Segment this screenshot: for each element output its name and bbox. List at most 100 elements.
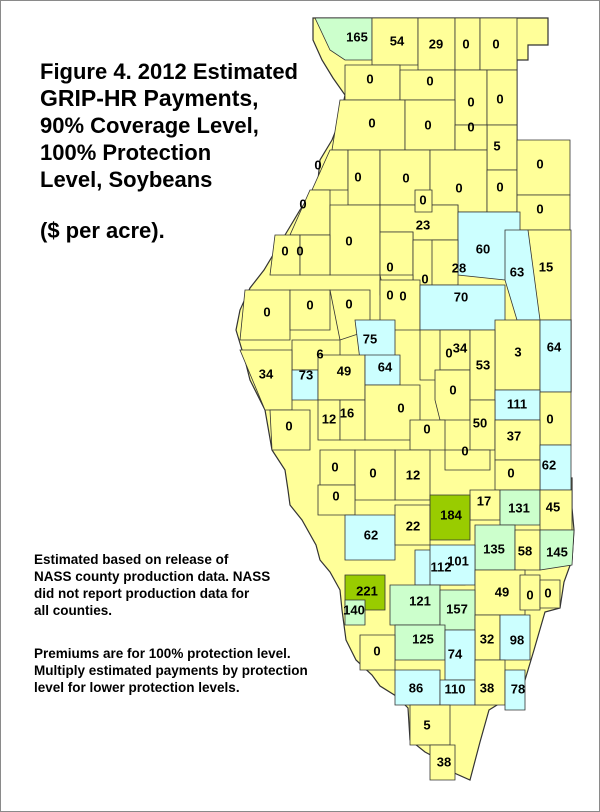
county-region [494,459,541,491]
county-value-label: 17 [477,493,491,508]
county-value-label: 0 [306,297,313,312]
county-value-label: 0 [445,345,452,360]
note1-line-2: NASS county production data. NASS [34,569,271,584]
county-value-label: 0 [467,119,474,134]
county-value-label: 0 [462,36,469,51]
county-layer [239,17,575,781]
county-region [539,319,572,393]
county-value-label: 0 [332,488,339,503]
county-value-label: 157 [446,601,468,616]
county-value-label: 0 [421,271,428,286]
county-value-label: 221 [356,583,378,598]
county-value-label: 50 [473,415,487,430]
county-value-label: 0 [467,94,474,109]
county-value-label: 121 [409,593,431,608]
county-value-label: 64 [378,359,393,374]
county-region [499,614,531,661]
county-value-label: 0 [492,36,499,51]
figure-title: Figure 4. 2012 Estimated GRIP-HR Payment… [40,58,340,193]
county-value-label: 22 [406,518,420,533]
county-value-label: 16 [340,405,354,420]
county-value-label: 0 [496,179,503,194]
county-region [347,149,381,206]
title-line-4: 100% Protection [40,140,212,165]
county-value-label: 53 [476,357,490,372]
county-value-label: 101 [447,553,469,568]
county-value-label: 12 [406,467,420,482]
county-value-label: 112 [431,559,452,574]
county-value-label: 15 [539,259,553,274]
county-value-label: 0 [536,156,543,171]
county-value-label: 0 [455,180,462,195]
county-region [299,234,331,276]
county-value-label: 78 [511,681,525,696]
note2-line-3: level for lower protection levels. [34,680,240,695]
county-value-label: 0 [461,443,468,458]
units-label: ($ per acre). [40,218,165,243]
county-value-label: 0 [419,192,426,207]
county-value-label: 62 [364,527,378,542]
county-region [314,17,373,61]
county-region [269,409,311,451]
note1-line-4: all counties. [34,603,113,618]
county-value-label: 0 [423,421,430,436]
county-value-label: 0 [299,196,306,211]
county-value-label: 0 [368,115,375,130]
county-value-label: 70 [454,289,468,304]
county-value-label: 0 [369,465,376,480]
county-value-label: 0 [546,411,553,426]
county-value-label: 0 [314,157,321,172]
county-value-label: 0 [507,465,514,480]
county-region [329,204,381,276]
county-value-label: 38 [480,680,494,695]
county-value-label: 29 [429,36,443,51]
county-value-label: 45 [546,499,560,514]
county-value-label: 86 [409,680,423,695]
county-value-label: 111 [507,396,527,411]
county-value-label: 0 [526,587,533,602]
county-value-label: 73 [299,367,313,382]
title-line-5: Level, Soybeans [40,167,213,192]
county-value-label: 62 [542,457,556,472]
county-region [519,574,541,611]
county-value-label: 34 [453,340,468,355]
county-region [414,189,433,213]
county-value-label: 140 [343,602,365,617]
title-line-3: 90% Coverage Level, [40,113,259,138]
county-value-label: 58 [518,543,532,558]
county-value-label: 5 [423,717,430,732]
county-value-label: 0 [424,117,431,132]
county-value-label: 38 [437,754,451,769]
note2-line-1: Premiums are for 100% protection level. [34,646,291,661]
county-value-label: 49 [337,363,351,378]
county-value-label: 0 [373,643,380,658]
county-value-label: 0 [386,287,393,302]
county-value-label: 0 [366,71,373,86]
county-value-label: 0 [536,201,543,216]
county-value-label: 110 [445,681,466,696]
county-value-label: 165 [346,29,368,44]
county-region [429,494,471,541]
note-production-data: Estimated based on release of NASS count… [34,551,324,619]
county-value-label: 0 [281,243,288,258]
county-value-label: 60 [476,241,490,256]
county-value-label: 0 [496,91,503,106]
county-value-label: 75 [363,331,377,346]
county-region [539,579,561,609]
county-value-label: 6 [316,346,323,361]
county-value-label: 0 [345,296,352,311]
county-region [289,189,331,236]
county-value-label: 12 [322,411,336,426]
note1-line-1: Estimated based on release of [34,552,229,567]
county-value-label: 135 [483,541,505,556]
county-value-label: 0 [331,459,338,474]
county-region [344,514,396,561]
county-value-label: 0 [296,243,303,258]
county-value-label: 0 [544,585,551,600]
county-value-label: 0 [426,73,433,88]
note-protection-level: Premiums are for 100% protection level. … [34,645,374,696]
county-value-label: 5 [493,138,500,153]
county-value-label: 0 [399,288,406,303]
county-value-label: 0 [386,259,393,274]
county-value-label: 74 [448,646,463,661]
